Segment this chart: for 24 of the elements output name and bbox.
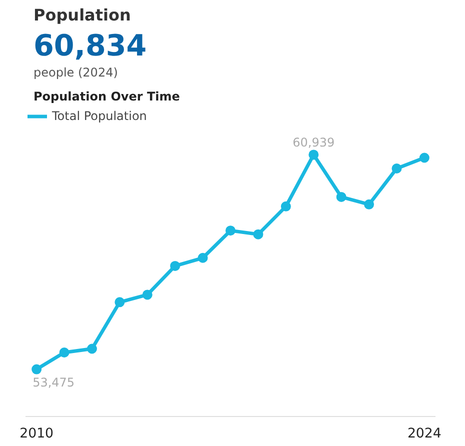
point bbox=[198, 252, 208, 263]
text: people (2024) bbox=[34, 66, 118, 80]
data-label: 60,939 bbox=[292, 136, 335, 150]
chart-title: Population Over Time bbox=[34, 90, 180, 104]
x-tick-label: 2010 bbox=[20, 426, 54, 442]
text: 60,834 bbox=[34, 28, 147, 62]
point bbox=[226, 226, 236, 236]
x-tick-label: 2024 bbox=[407, 426, 442, 442]
point bbox=[336, 192, 346, 202]
point bbox=[142, 290, 152, 300]
point bbox=[170, 260, 180, 271]
point bbox=[114, 297, 125, 308]
point bbox=[392, 163, 402, 174]
point bbox=[280, 201, 291, 212]
legend-label: Total Population bbox=[52, 109, 147, 123]
data-label: 53,475 bbox=[32, 375, 75, 390]
point bbox=[253, 229, 264, 240]
text: Population bbox=[34, 6, 131, 24]
point bbox=[86, 344, 97, 354]
point bbox=[308, 150, 319, 160]
point bbox=[59, 347, 70, 358]
point bbox=[364, 199, 374, 210]
point bbox=[419, 152, 430, 163]
point bbox=[32, 364, 42, 374]
